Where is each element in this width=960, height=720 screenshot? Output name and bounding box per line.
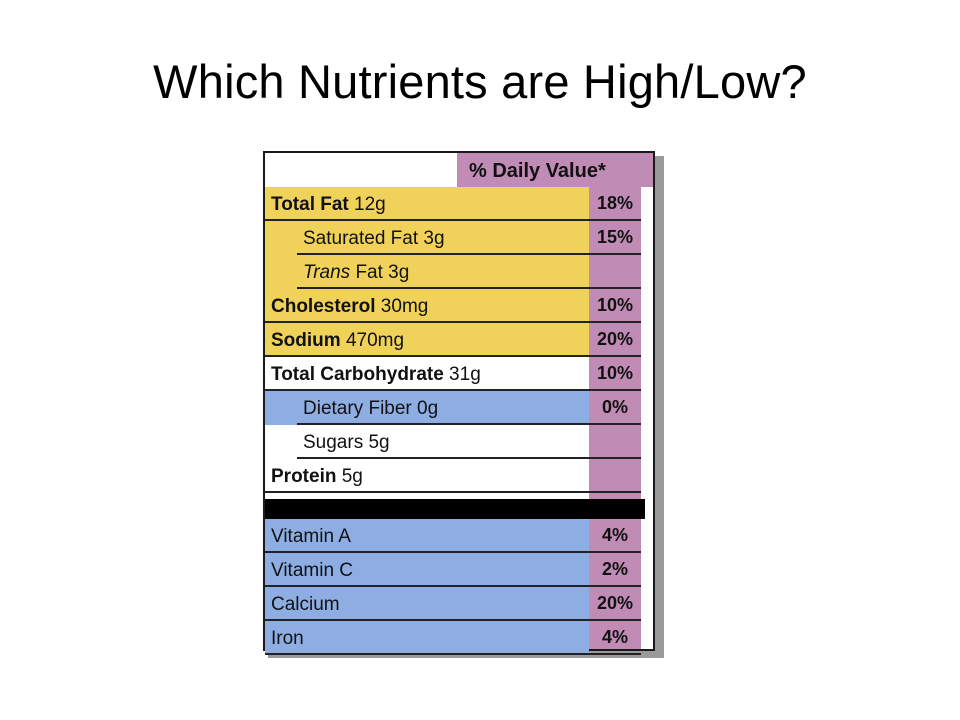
nutrient-amount: 30mg: [375, 296, 429, 317]
daily-value-percent: 20%: [596, 329, 634, 349]
nutrient-name: Iron: [271, 628, 304, 649]
nutrient-name: Dietary Fiber: [303, 398, 412, 419]
row-divider: [265, 491, 641, 493]
daily-value-percent: 10%: [596, 295, 634, 315]
nutrient-amount: 470mg: [340, 330, 405, 351]
nutrient-name: Cholesterol: [271, 296, 376, 317]
nutrient-name: Total Carbohydrate: [271, 364, 444, 385]
nutrient-amount: 0g: [411, 398, 439, 419]
nutrient-name: Saturated Fat: [303, 228, 419, 249]
daily-value-percent: 4%: [601, 627, 628, 647]
nutrient-row-trans: Trans Fat 3g: [265, 255, 589, 289]
nutrient-row-sodium: Sodium 470mg: [265, 323, 589, 357]
daily-value-percent: 0%: [601, 397, 628, 417]
nutrient-name: Vitamin A: [271, 526, 351, 547]
vitamin-row-calcium: Calcium: [265, 587, 589, 621]
row-divider: [297, 457, 641, 459]
daily-value-percent: 4%: [601, 525, 628, 545]
nutrient-row-cholesterol: Cholesterol 30mg: [265, 289, 589, 323]
row-divider: [265, 355, 641, 357]
nutrient-name: Calcium: [271, 594, 340, 615]
daily-value-percent: 10%: [596, 363, 634, 383]
vitamin-row-vitamin-a: Vitamin A: [265, 519, 589, 553]
row-divider: [297, 287, 641, 289]
row-divider: [265, 389, 641, 391]
nutrient-amount: 3g: [418, 228, 445, 249]
nutrient-amount: 31g: [443, 364, 481, 385]
row-divider: [265, 585, 641, 587]
nutrient-amount: Fat 3g: [350, 262, 410, 283]
nutrient-amount: 5g: [336, 466, 363, 487]
daily-value-percent: 15%: [596, 227, 634, 247]
nutrient-name: Total Fat: [271, 194, 349, 215]
nutrient-name: Sugars: [303, 432, 364, 453]
nutrient-row-protein: Protein 5g: [265, 459, 589, 493]
row-divider: [265, 321, 641, 323]
nutrient-name: Vitamin C: [271, 560, 354, 581]
daily-value-column: [589, 187, 641, 499]
nutrient-row-saturated-fat: Saturated Fat 3g: [265, 221, 589, 255]
row-divider: [265, 219, 641, 221]
row-divider: [297, 253, 641, 255]
nutrition-facts-label: % Daily Value* Total Fat 12g 18% Saturated…: [263, 151, 655, 655]
nutrient-amount: 5g: [363, 432, 390, 453]
nutrient-name: Trans: [303, 262, 351, 283]
row-divider: [297, 423, 641, 425]
nutrient-name: Sodium: [271, 330, 341, 351]
slide-title: Which Nutrients are High/Low?: [153, 55, 807, 108]
daily-value-percent: 18%: [596, 193, 634, 213]
vitamin-row-vitamin-c: Vitamin C: [265, 553, 589, 587]
daily-value-column-vitamins: [589, 519, 641, 649]
nutrient-row-sugars: Sugars 5g: [265, 425, 589, 459]
daily-value-header: % Daily Value*: [457, 153, 653, 187]
vitamin-row-iron: Iron: [265, 621, 589, 655]
nutrient-name: Protein: [271, 466, 337, 487]
row-divider: [265, 551, 641, 553]
row-divider: [265, 619, 641, 621]
nutrient-row-total-fat: Total Fat 12g: [265, 187, 589, 221]
row-divider: [265, 653, 641, 655]
daily-value-percent: 2%: [601, 559, 628, 579]
nutrient-row-total-carbohydrate: Total Carbohydrate 31g: [265, 357, 589, 391]
nutrient-amount: 12g: [348, 194, 386, 215]
daily-value-percent: 20%: [596, 593, 634, 613]
nutrient-row-dietary-fiber: Dietary Fiber 0g: [265, 391, 589, 425]
separator-bar: [265, 499, 645, 519]
